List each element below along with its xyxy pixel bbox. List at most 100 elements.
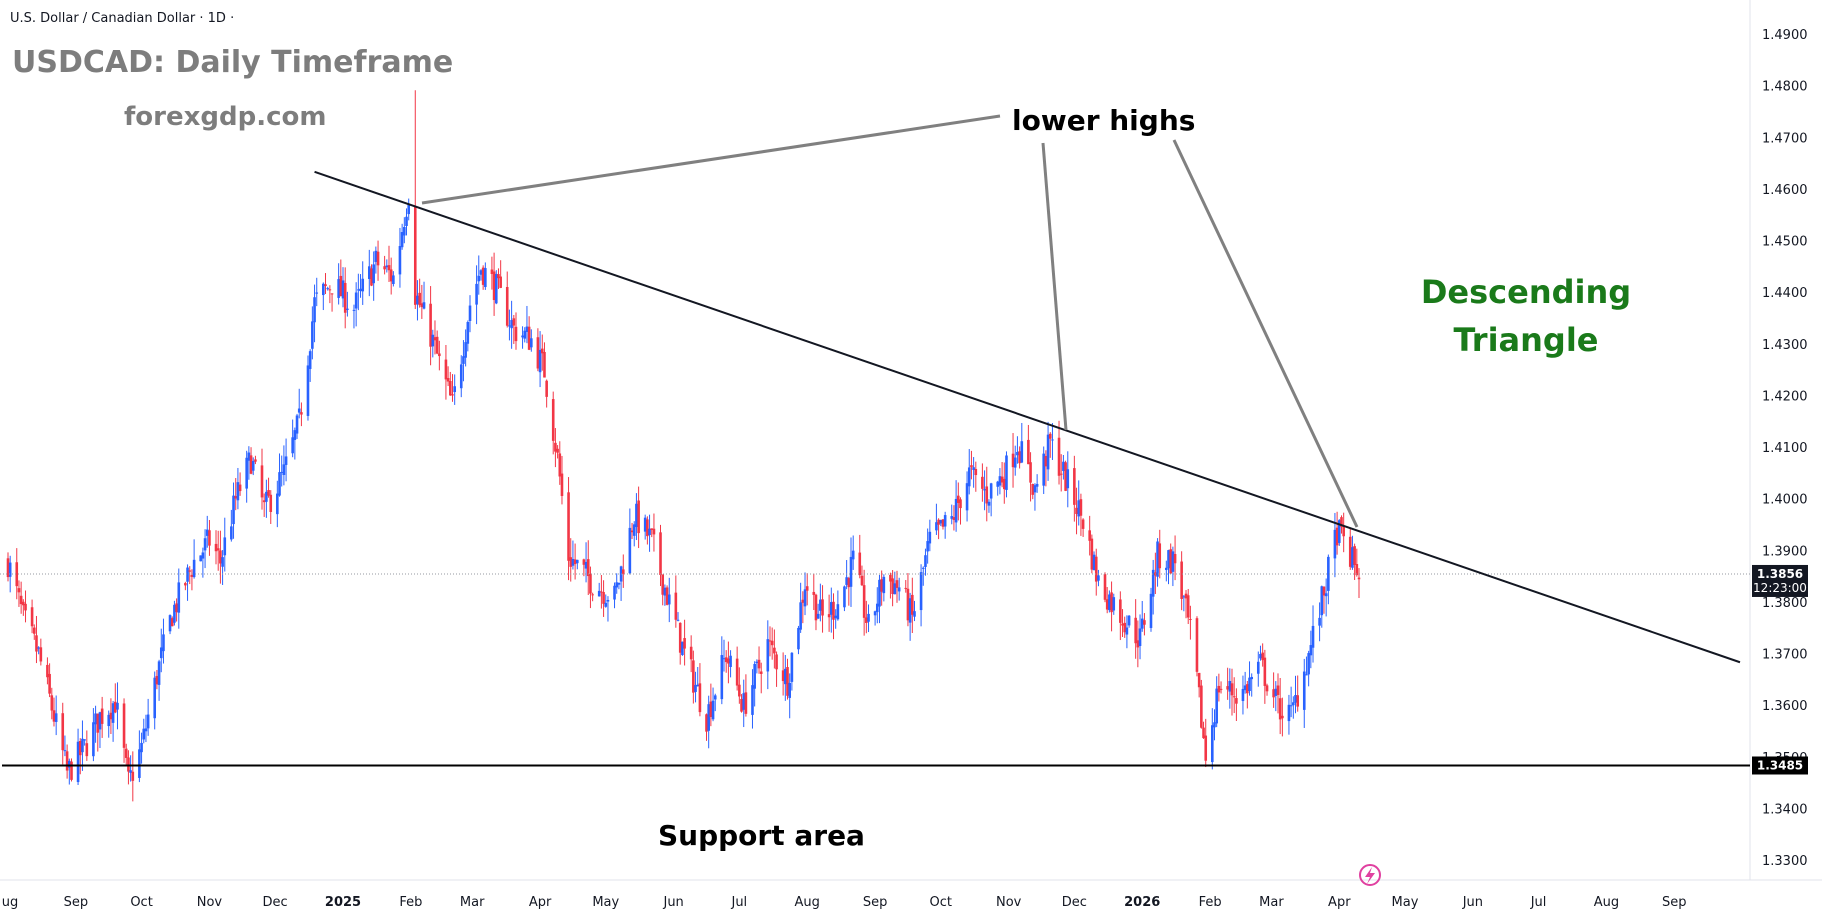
time-tick-label: Oct [930, 895, 952, 910]
candle-body [505, 286, 509, 326]
time-axis[interactable]: ug Sep Oct Nov Dec 2025 Feb Mar Apr May Jun Jul Aug S… [2, 895, 1687, 910]
candle-body [407, 204, 411, 215]
pattern-label-line2: Triangle [1453, 321, 1598, 359]
candle-body [492, 271, 496, 301]
candle-body [1029, 462, 1032, 483]
candle-body [600, 591, 603, 593]
price-tick-label: 1.4200 [1762, 389, 1808, 404]
price-tick-label: 1.4000 [1762, 493, 1808, 508]
candle-body [1184, 593, 1188, 599]
candle-body [637, 500, 640, 534]
candle-body [816, 613, 820, 619]
price-tick-label: 1.4500 [1762, 235, 1808, 250]
time-tick-label: Sep [64, 895, 89, 910]
price-tick-label: 1.3300 [1762, 854, 1808, 869]
candle-body [400, 232, 404, 248]
candle-body [490, 269, 494, 275]
candle-body [558, 453, 562, 477]
candle-body [1103, 574, 1107, 600]
candle-body [262, 500, 266, 503]
candle-body [836, 604, 840, 620]
candle-body [168, 615, 172, 632]
candle-body [52, 710, 56, 722]
candle-body [1105, 599, 1109, 610]
lower-high-pointer-1 [421, 114, 1001, 205]
candle-body [510, 320, 513, 329]
candle-body [834, 615, 837, 618]
candle-body [113, 701, 117, 713]
candle-body [1259, 654, 1262, 659]
candle-body [1016, 451, 1019, 456]
candle-body [996, 481, 1000, 487]
candle-body [413, 206, 417, 305]
candle-body [1309, 645, 1313, 656]
candle-body [462, 356, 465, 364]
candle-body [970, 465, 973, 468]
candle-body [300, 412, 303, 415]
candle-body [1125, 627, 1129, 635]
candle-body [100, 708, 104, 724]
candle-body [819, 599, 822, 611]
candle-body [1090, 538, 1094, 570]
candle-body [481, 267, 485, 285]
candle-body [928, 531, 932, 544]
candle-body [1165, 567, 1168, 571]
candle-body [484, 268, 487, 288]
candle-body [1042, 453, 1045, 486]
candle-body [591, 594, 594, 596]
candle-body [203, 538, 207, 551]
candle-body [965, 483, 969, 511]
candle-body [173, 604, 176, 623]
candle-body [1020, 441, 1024, 463]
candle-body [523, 330, 527, 339]
candle-body [389, 269, 393, 282]
candle-body [880, 579, 883, 592]
candle-body [1342, 526, 1345, 537]
candle-body [1057, 437, 1061, 476]
lightning-icon[interactable] [1359, 864, 1381, 886]
time-tick-label: Mar [1259, 895, 1284, 910]
candle-body [985, 486, 989, 504]
candle-body [665, 587, 669, 605]
candle-body [464, 342, 467, 358]
bar-countdown: 12:23:00 [1753, 581, 1807, 595]
candle-body [1289, 705, 1293, 707]
candle-body [403, 227, 406, 236]
candle-body [766, 639, 770, 672]
chart-title: USDCAD: Daily Timeframe [12, 45, 453, 80]
candle-body [630, 530, 634, 533]
candle-body [983, 488, 986, 491]
price-axis[interactable]: 1.4900 1.4800 1.4700 1.4600 1.4500 1.4400 1.43… [1762, 28, 1808, 869]
candle-body [236, 482, 240, 501]
candle-body [613, 585, 616, 600]
candle-body [773, 647, 776, 654]
candle-body [908, 598, 912, 623]
candle-body [972, 467, 975, 471]
candle-body [446, 377, 450, 382]
candle-body [1044, 455, 1048, 467]
candle-body [628, 527, 632, 574]
candle-body [107, 714, 111, 727]
candle-body [216, 548, 220, 551]
candle-body [1232, 696, 1236, 698]
candle-body [265, 491, 268, 502]
candle-body [1158, 543, 1162, 569]
candle-body [830, 602, 833, 615]
candle-body [1156, 541, 1159, 577]
candle-body [339, 275, 343, 297]
candle-body [35, 635, 38, 652]
candle-body [343, 282, 347, 313]
candle-body [674, 592, 678, 620]
descending-trendline[interactable] [314, 170, 1741, 664]
candle-body [1357, 577, 1361, 580]
candle-body [278, 472, 281, 496]
candle-body [70, 761, 73, 780]
candle-body [1011, 453, 1015, 468]
candle-body [584, 561, 588, 569]
candle-body [124, 748, 128, 758]
candle-body [508, 325, 511, 327]
candle-body [698, 683, 702, 713]
candle-body [617, 582, 621, 585]
candle-body [814, 594, 818, 621]
